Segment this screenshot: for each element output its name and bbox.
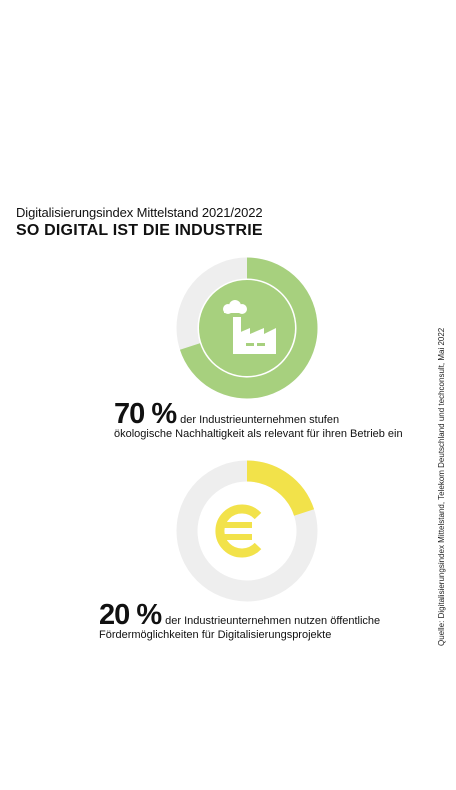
source-note: Quelle: Digitalisierungsindex Mittelstan… — [437, 327, 446, 646]
stat-description-line2: Fördermöglichkeiten für Digitalisierungs… — [99, 629, 332, 641]
stat-description-line1: der Industrieunternehmen nutzen öffentli… — [165, 615, 381, 627]
stat-percentage: 70 % — [114, 398, 177, 430]
chart-title: SO DIGITAL IST DIE INDUSTRIE — [16, 222, 263, 239]
donut-chart-sustainability — [176, 257, 318, 399]
stat-block-1: 70 % der Industrieunternehmen stufen — [114, 398, 340, 430]
chart-subtitle: Digitalisierungsindex Mittelstand 2021/2… — [16, 205, 263, 220]
donut-value-arc — [179, 257, 318, 399]
stat-description-line1: der Industrieunternehmen stufen — [180, 414, 340, 426]
stat-percentage: 20 % — [99, 599, 162, 631]
donut-chart-funding — [176, 460, 318, 602]
stat-block-2: 20 % der Industrieunternehmen nutzen öff… — [99, 599, 381, 631]
donut-value-arc — [246, 460, 315, 517]
euro-icon — [215, 504, 262, 558]
factory-icon — [199, 280, 295, 376]
stat-description-line2: ökologische Nachhaltigkeit als relevant … — [114, 428, 403, 440]
